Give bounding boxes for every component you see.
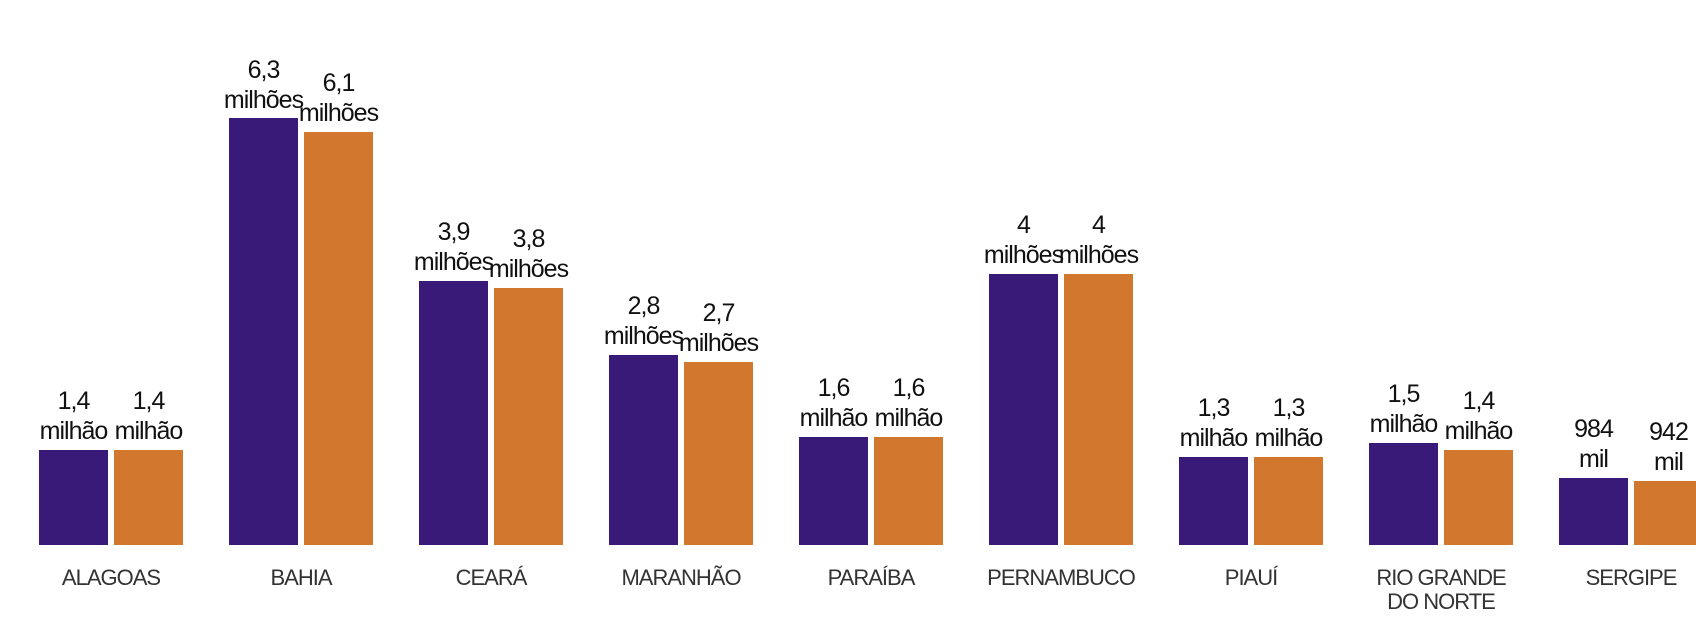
value-label: 1,4 milhão: [1444, 387, 1514, 446]
value-label: 984 mil: [1574, 415, 1614, 474]
value-label: 1,4 milhão: [114, 387, 184, 446]
value-label: 1,6 milhão: [874, 373, 944, 432]
bar: [989, 274, 1058, 545]
category-label: PERNAMBUCO: [987, 565, 1136, 590]
value-label: 3,9 milhões: [413, 217, 494, 276]
bar: [799, 436, 868, 545]
bar: [1559, 478, 1628, 545]
value-label: 1,3 milhão: [1179, 394, 1249, 452]
bar: [1634, 481, 1696, 545]
value-label: 1,4 milhão: [39, 387, 109, 446]
category-label: ALAGOAS: [61, 565, 161, 590]
bar: [39, 450, 108, 545]
bar: [419, 280, 488, 545]
category-label: PIAUÍ: [1224, 565, 1278, 590]
category-label: SERGIPE: [1585, 565, 1678, 590]
value-label: 1,6 milhão: [799, 373, 869, 432]
bar: [1254, 456, 1323, 545]
value-label: 4 milhões: [1058, 211, 1139, 270]
value-label: 2,8 milhões: [603, 292, 684, 351]
category-label: MARANHÃO: [621, 565, 741, 590]
bar: [229, 118, 298, 545]
bar: [684, 362, 753, 545]
bar: [609, 355, 678, 545]
value-label: 1,5 milhão: [1369, 380, 1439, 439]
bar: [494, 287, 563, 545]
bar: [1179, 456, 1248, 545]
value-label: 2,7 milhões: [678, 299, 759, 358]
category-label: PARAÍBA: [827, 565, 916, 590]
category-label: BAHIA: [270, 565, 332, 590]
bar: [874, 436, 943, 545]
bar: [1064, 274, 1133, 545]
value-label: 1,3 milhão: [1254, 394, 1324, 452]
category-label: RIO GRANDE DO NORTE: [1376, 565, 1506, 614]
bar: [304, 132, 373, 545]
bar: [114, 450, 183, 545]
bar: [1369, 443, 1438, 545]
value-label: 6,1 milhões: [298, 69, 379, 128]
value-label: 3,8 milhões: [488, 224, 569, 283]
value-label: 4 milhões: [983, 211, 1064, 270]
bar: [1444, 450, 1513, 545]
value-label: 942 mil: [1649, 418, 1689, 477]
value-label: 6,3 milhões: [223, 55, 304, 114]
category-label: CEARÁ: [455, 565, 528, 590]
